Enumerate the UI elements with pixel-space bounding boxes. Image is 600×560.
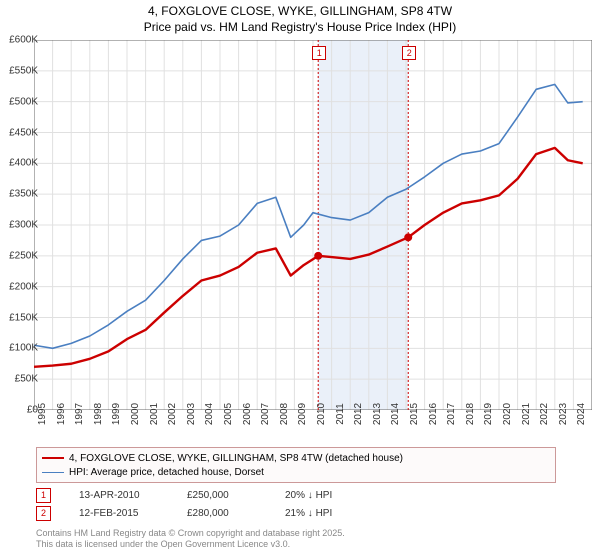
legend-swatch-2	[42, 472, 64, 473]
x-tick-label: 2011	[335, 403, 346, 425]
footer: Contains HM Land Registry data © Crown c…	[36, 528, 345, 551]
x-tick-label: 2008	[279, 403, 290, 425]
x-tick-label: 2001	[149, 403, 160, 425]
x-tick-label: 2010	[316, 403, 327, 425]
footer-line2: This data is licensed under the Open Gov…	[36, 539, 345, 550]
x-tick-label: 2015	[409, 403, 420, 425]
chart-svg	[34, 40, 592, 410]
y-tick-label: £400K	[2, 158, 38, 169]
x-tick-label: 1998	[93, 403, 104, 425]
y-tick-label: £100K	[2, 343, 38, 354]
sale-row-2: 2 12-FEB-2015 £280,000 21% ↓ HPI	[36, 504, 332, 522]
x-tick-label: 2009	[297, 403, 308, 425]
sale-price-2: £280,000	[187, 508, 257, 519]
x-tick-label: 2012	[353, 403, 364, 425]
x-tick-label: 2016	[428, 403, 439, 425]
y-tick-label: £600K	[2, 35, 38, 46]
x-tick-label: 1997	[74, 403, 85, 425]
x-tick-label: 2024	[576, 403, 587, 425]
chart-title: 4, FOXGLOVE CLOSE, WYKE, GILLINGHAM, SP8…	[0, 0, 600, 35]
y-tick-label: £250K	[2, 250, 38, 261]
x-tick-label: 2020	[502, 403, 513, 425]
x-tick-label: 1995	[37, 403, 48, 425]
title-line1: 4, FOXGLOVE CLOSE, WYKE, GILLINGHAM, SP8…	[0, 4, 600, 20]
footer-line1: Contains HM Land Registry data © Crown c…	[36, 528, 345, 539]
sales-table: 1 13-APR-2010 £250,000 20% ↓ HPI 2 12-FE…	[36, 486, 332, 522]
sale-delta-1: 20% ↓ HPI	[285, 490, 332, 501]
sale-delta-2: 21% ↓ HPI	[285, 508, 332, 519]
sale-marker-1: 1	[36, 488, 51, 503]
x-tick-label: 2017	[446, 403, 457, 425]
sale-date-1: 13-APR-2010	[79, 490, 159, 501]
sale-row-1: 1 13-APR-2010 £250,000 20% ↓ HPI	[36, 486, 332, 504]
y-tick-label: £0	[2, 405, 38, 416]
legend-row-2: HPI: Average price, detached house, Dors…	[42, 465, 550, 479]
x-tick-label: 2007	[260, 403, 271, 425]
legend-row-1: 4, FOXGLOVE CLOSE, WYKE, GILLINGHAM, SP8…	[42, 451, 550, 465]
x-tick-label: 2018	[465, 403, 476, 425]
x-tick-label: 2021	[521, 403, 532, 425]
legend-label-2: HPI: Average price, detached house, Dors…	[69, 467, 264, 478]
chart-marker-1: 1	[312, 46, 326, 60]
x-tick-label: 2002	[167, 403, 178, 425]
sale-date-2: 12-FEB-2015	[79, 508, 159, 519]
x-tick-label: 2014	[390, 403, 401, 425]
sale-marker-2: 2	[36, 506, 51, 521]
chart-marker-2: 2	[402, 46, 416, 60]
y-tick-label: £50K	[2, 374, 38, 385]
legend-swatch-1	[42, 457, 64, 459]
y-tick-label: £200K	[2, 281, 38, 292]
y-tick-label: £500K	[2, 96, 38, 107]
title-line2: Price paid vs. HM Land Registry's House …	[0, 20, 600, 36]
y-tick-label: £150K	[2, 312, 38, 323]
legend-label-1: 4, FOXGLOVE CLOSE, WYKE, GILLINGHAM, SP8…	[69, 453, 403, 464]
y-tick-label: £300K	[2, 220, 38, 231]
price-chart	[34, 40, 592, 410]
x-tick-label: 2013	[372, 403, 383, 425]
x-tick-label: 2022	[539, 403, 550, 425]
y-tick-label: £550K	[2, 65, 38, 76]
x-tick-label: 2000	[130, 403, 141, 425]
x-tick-label: 2005	[223, 403, 234, 425]
x-tick-label: 2006	[242, 403, 253, 425]
x-tick-label: 2003	[186, 403, 197, 425]
x-tick-label: 2004	[204, 403, 215, 425]
y-tick-label: £350K	[2, 189, 38, 200]
y-tick-label: £450K	[2, 127, 38, 138]
x-tick-label: 2023	[558, 403, 569, 425]
sale-price-1: £250,000	[187, 490, 257, 501]
x-tick-label: 2019	[483, 403, 494, 425]
x-tick-label: 1996	[56, 403, 67, 425]
legend: 4, FOXGLOVE CLOSE, WYKE, GILLINGHAM, SP8…	[36, 447, 556, 483]
x-tick-label: 1999	[111, 403, 122, 425]
